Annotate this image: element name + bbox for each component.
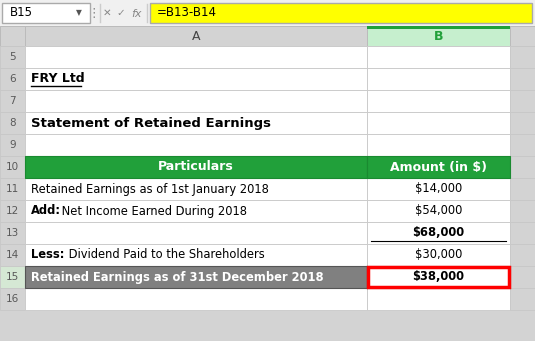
Text: 5: 5 <box>9 52 16 62</box>
Bar <box>0 178 25 200</box>
Bar <box>25 244 367 266</box>
Bar <box>510 288 535 310</box>
Bar <box>25 46 367 68</box>
Bar <box>367 26 510 29</box>
Bar <box>0 266 25 288</box>
Text: Particulars: Particulars <box>158 161 234 174</box>
Bar <box>367 90 510 112</box>
Bar <box>510 90 535 112</box>
Text: ⋮: ⋮ <box>88 6 100 19</box>
Text: 14: 14 <box>6 250 19 260</box>
Bar <box>367 156 510 178</box>
Bar <box>0 46 25 68</box>
Bar <box>368 267 509 287</box>
Text: B: B <box>434 30 444 43</box>
Text: Less:: Less: <box>31 249 64 262</box>
Text: $54,000: $54,000 <box>415 205 462 218</box>
Bar <box>0 156 25 178</box>
Bar <box>510 134 535 156</box>
Bar <box>0 26 535 46</box>
Bar <box>510 26 535 46</box>
Bar <box>510 244 535 266</box>
Text: $68,000: $68,000 <box>412 226 464 239</box>
Bar <box>510 68 535 90</box>
Text: 7: 7 <box>9 96 16 106</box>
Bar <box>367 288 510 310</box>
Bar <box>25 200 367 222</box>
Text: 12: 12 <box>6 206 19 216</box>
Bar <box>367 178 510 200</box>
Bar <box>25 266 367 288</box>
Text: Retained Earnings as of 31st December 2018: Retained Earnings as of 31st December 20… <box>31 270 324 283</box>
Bar <box>25 156 367 178</box>
Bar <box>510 200 535 222</box>
Bar <box>367 266 510 288</box>
Text: $30,000: $30,000 <box>415 249 462 262</box>
Bar <box>367 46 510 68</box>
Text: FRY Ltd: FRY Ltd <box>31 73 85 86</box>
Bar <box>367 26 510 46</box>
Text: ✓: ✓ <box>117 8 125 18</box>
Bar <box>367 156 510 178</box>
Text: Net Income Earned During 2018: Net Income Earned During 2018 <box>58 205 247 218</box>
Text: fx: fx <box>132 9 142 19</box>
Polygon shape <box>2 28 22 44</box>
Bar <box>0 0 535 26</box>
Text: ▼: ▼ <box>76 9 82 17</box>
Text: 10: 10 <box>6 162 19 172</box>
Bar <box>0 26 25 46</box>
Text: 13: 13 <box>6 228 19 238</box>
Bar <box>510 178 535 200</box>
Text: $14,000: $14,000 <box>415 182 462 195</box>
Bar <box>25 266 367 288</box>
Text: B15: B15 <box>10 6 33 19</box>
Bar <box>0 200 25 222</box>
Bar <box>0 288 25 310</box>
Text: 6: 6 <box>9 74 16 84</box>
Bar <box>367 134 510 156</box>
Bar <box>367 68 510 90</box>
Text: Retained Earnings as of 1st January 2018: Retained Earnings as of 1st January 2018 <box>31 182 269 195</box>
Bar <box>25 90 367 112</box>
Bar <box>25 178 367 200</box>
Bar <box>25 134 367 156</box>
Bar <box>367 266 510 288</box>
Bar <box>0 222 25 244</box>
Text: ✕: ✕ <box>103 8 111 18</box>
Bar <box>0 112 25 134</box>
Text: 15: 15 <box>6 272 19 282</box>
Bar <box>510 112 535 134</box>
Bar <box>25 26 367 46</box>
Bar <box>367 244 510 266</box>
Bar <box>367 200 510 222</box>
Text: A: A <box>192 30 200 43</box>
Text: Dividend Paid to the Shareholders: Dividend Paid to the Shareholders <box>65 249 265 262</box>
Bar <box>25 112 367 134</box>
Text: $38,000: $38,000 <box>412 270 464 283</box>
Bar <box>2 3 90 23</box>
Text: =B13-B14: =B13-B14 <box>157 6 217 19</box>
Bar <box>25 222 367 244</box>
Text: 9: 9 <box>9 140 16 150</box>
Bar <box>0 134 25 156</box>
Bar <box>0 90 25 112</box>
Bar <box>510 266 535 288</box>
Text: Statement of Retained Earnings: Statement of Retained Earnings <box>31 117 271 130</box>
Bar <box>25 288 367 310</box>
Bar <box>25 68 367 90</box>
Text: 8: 8 <box>9 118 16 128</box>
Bar <box>0 68 25 90</box>
Bar <box>367 222 510 244</box>
Text: Add:: Add: <box>31 205 61 218</box>
Bar <box>510 46 535 68</box>
Bar <box>0 244 25 266</box>
Bar <box>510 156 535 178</box>
Bar <box>150 3 532 23</box>
Text: 16: 16 <box>6 294 19 304</box>
Bar <box>25 156 367 178</box>
Text: 11: 11 <box>6 184 19 194</box>
Bar <box>367 112 510 134</box>
Bar <box>510 222 535 244</box>
Text: Amount (in $): Amount (in $) <box>390 161 487 174</box>
